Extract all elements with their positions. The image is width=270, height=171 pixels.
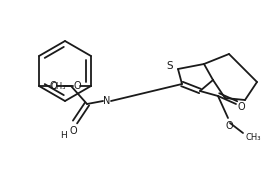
Text: O: O [225, 121, 233, 131]
Text: N: N [103, 96, 111, 106]
Text: O: O [49, 81, 57, 91]
Text: CH₃: CH₃ [50, 82, 66, 90]
Text: O: O [237, 102, 245, 112]
Text: CH₃: CH₃ [245, 133, 261, 141]
Text: H: H [60, 131, 66, 141]
Text: O: O [73, 81, 81, 91]
Text: S: S [167, 61, 173, 71]
Text: O: O [69, 126, 77, 136]
